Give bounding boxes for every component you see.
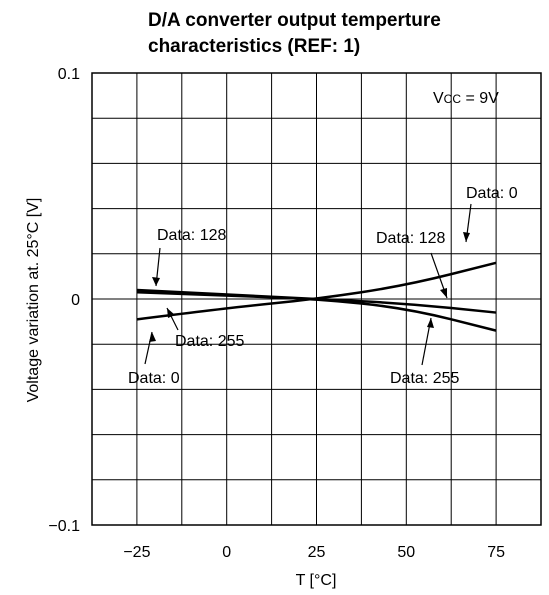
arrowhead — [440, 288, 447, 298]
x-axis-label: T [°C] — [296, 572, 337, 589]
y-tick-label: 0.1 — [58, 66, 80, 83]
x-tick-label: 25 — [308, 544, 326, 561]
chart-title-line-2: characteristics (REF: 1) — [148, 36, 360, 57]
arrowhead — [167, 308, 175, 318]
annotation-data-255-right: Data: 255 — [390, 370, 459, 387]
arrowhead — [463, 232, 470, 242]
y-axis-ticks: −0.1 0 0.1 — [48, 66, 80, 535]
plot-frame — [91, 72, 542, 526]
arrowhead — [149, 332, 156, 342]
y-tick-label: −0.1 — [48, 518, 80, 535]
annotation-leaders — [144, 203, 472, 366]
annotation-data-255-left: Data: 255 — [175, 333, 244, 350]
condition-label: VCC = 9V — [433, 90, 499, 107]
series-line-data-255 — [136, 290, 497, 332]
arrowhead — [427, 318, 434, 328]
x-axis-ticks: −25 0 25 50 75 — [123, 544, 505, 561]
annotation-data-0-right: Data: 0 — [466, 185, 518, 202]
y-tick-label: 0 — [71, 292, 80, 309]
x-tick-label: −25 — [123, 544, 150, 561]
annotation-data-128-right: Data: 128 — [376, 230, 445, 247]
x-tick-label: 75 — [487, 544, 505, 561]
y-axis-label: Voltage variation at. 25°C [V] — [25, 198, 42, 403]
chart-title-line-1: D/A converter output temperture — [148, 10, 441, 31]
annotations: Data: 128 Data: 255 Data: 0 Data: 0 Data… — [128, 185, 518, 387]
x-tick-label: 0 — [222, 544, 231, 561]
series-lines — [136, 261, 497, 332]
annotation-data-128-left: Data: 128 — [157, 227, 226, 244]
x-tick-label: 50 — [397, 544, 415, 561]
arrowhead — [152, 277, 160, 286]
annotation-data-0-left: Data: 0 — [128, 370, 180, 387]
